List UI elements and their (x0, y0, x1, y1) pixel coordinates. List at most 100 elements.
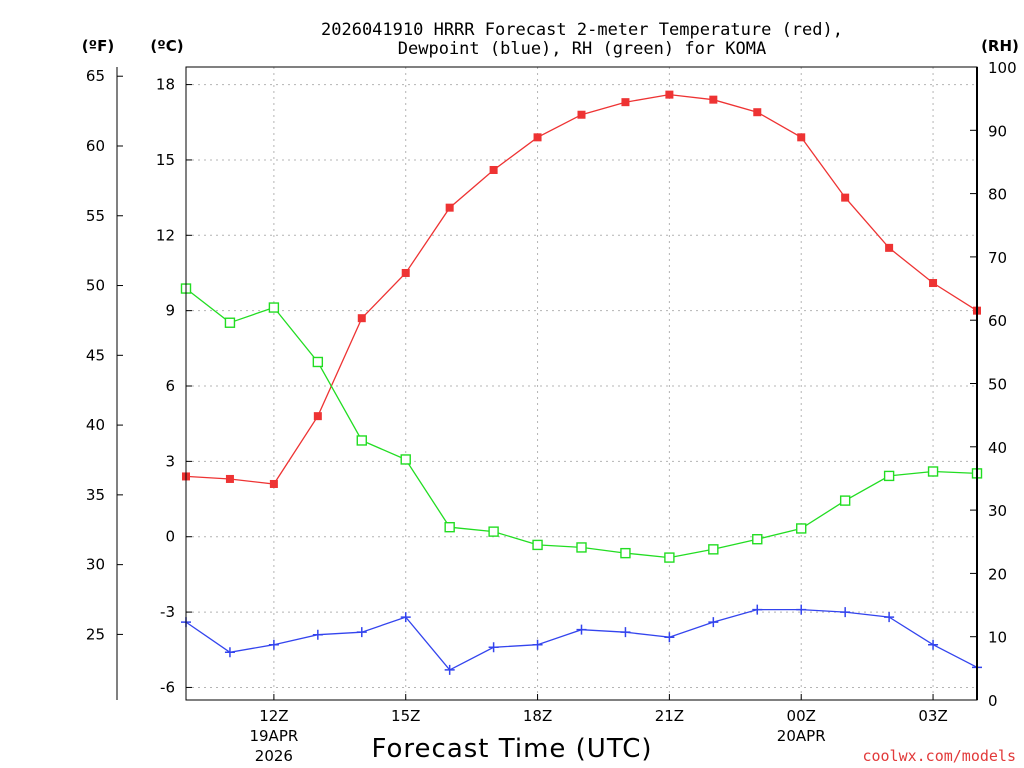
celsius-tick-label: 18 (156, 76, 175, 94)
rh-point (532, 539, 543, 551)
rh-tick-label: 10 (988, 629, 1007, 647)
celsius-tick-label: 9 (165, 302, 175, 320)
x-tick-label: 21Z (655, 707, 684, 725)
dewpoint-point (268, 639, 279, 650)
dewpoint-point (312, 629, 323, 640)
rh-point (268, 302, 280, 313)
dewpoint-point (400, 612, 411, 623)
rh-point (488, 526, 499, 537)
temperature-point (313, 412, 322, 421)
rh-point (620, 547, 631, 559)
dewpoint-point (928, 639, 939, 650)
temperature-point (841, 193, 850, 202)
rh-point (752, 534, 763, 545)
dewpoint-point (356, 627, 367, 638)
rh-tick-label: 0 (988, 692, 998, 710)
rh-tick-label: 30 (988, 502, 1007, 520)
rh-tick-label: 80 (988, 186, 1007, 204)
rh-point (708, 544, 719, 555)
temperature-point (577, 110, 586, 119)
fahrenheit-tick-label: 55 (86, 207, 105, 225)
rh-tick-label: 90 (988, 122, 1007, 140)
x-tick-year-label: 2026 (255, 747, 293, 765)
rh-tick-label: 20 (988, 565, 1007, 583)
fahrenheit-tick-label: 30 (86, 556, 105, 574)
temperature-point (753, 108, 762, 117)
temperature-point (533, 133, 542, 142)
x-tick-label: 18Z (523, 707, 552, 725)
temperature-point (885, 243, 894, 252)
dewpoint-point (488, 642, 499, 653)
x-tick-label: 03Z (918, 707, 947, 725)
fahrenheit-tick-label: 50 (86, 277, 105, 295)
rh-tick-label: 60 (988, 312, 1007, 330)
axis-layer: -6 -3 0 3 6 9 12 15 18 12Z 19APR 2026 15Z 18Z 21Z 00Z 20… (86, 59, 1017, 765)
rh-point (444, 521, 455, 533)
fahrenheit-tick-label: 35 (86, 486, 105, 504)
temperature-point (797, 133, 806, 142)
chart-title-line-1: 2026041910 HRRR Forecast 2-meter Tempera… (321, 20, 843, 40)
celsius-tick-label: -6 (160, 678, 175, 696)
dewpoint-point (532, 639, 543, 650)
rh-point (796, 523, 807, 534)
dewpoint-point (752, 604, 763, 615)
rh-point (664, 552, 675, 563)
dewpoint-point (840, 607, 851, 618)
dewpoint-point (884, 612, 895, 623)
celsius-tick-label: 15 (156, 151, 175, 169)
temperature-point (489, 165, 498, 174)
temperature-point (401, 268, 410, 277)
x-axis-title: Forecast Time (UTC) (371, 734, 652, 764)
fahrenheit-tick-label: 40 (86, 416, 105, 434)
rh-point (312, 356, 324, 368)
rh-point (576, 542, 587, 553)
x-tick-label: 00Z (787, 707, 816, 725)
dewpoint-point (576, 624, 587, 635)
celsius-unit-label: (ºC) (150, 37, 183, 55)
x-tick-date-label: 20APR (777, 727, 826, 745)
x-tick-date-label: 19APR (249, 727, 298, 745)
fahrenheit-tick-label: 45 (86, 346, 105, 364)
fahrenheit-tick-label: 65 (86, 67, 105, 85)
celsius-tick-label: 3 (165, 452, 175, 470)
fahrenheit-tick-label: 25 (86, 625, 105, 643)
credit-text: coolwx.com/models (862, 747, 1016, 765)
fahrenheit-tick-label: 60 (86, 137, 105, 155)
dewpoint-point (224, 647, 235, 658)
dewpoint-point (444, 664, 455, 675)
temperature-point (929, 279, 938, 288)
rh-point (224, 317, 236, 328)
rh-point (883, 470, 895, 482)
dewpoint-point (664, 632, 675, 643)
temperature-point (225, 474, 234, 483)
celsius-tick-label: 6 (165, 377, 175, 395)
fahrenheit-unit-label: (ºF) (82, 37, 114, 55)
rh-unit-label: (RH) (981, 37, 1019, 55)
temperature-point (709, 95, 718, 104)
x-tick-label: 12Z (259, 707, 288, 725)
celsius-tick-label: 0 (165, 528, 175, 546)
celsius-tick-label: -3 (160, 603, 175, 621)
dewpoint-point (708, 617, 719, 628)
rh-tick-label: 40 (988, 439, 1007, 457)
series-layer (180, 90, 983, 675)
temperature-point (665, 90, 674, 99)
rh-tick-label: 100 (988, 59, 1017, 77)
rh-point (839, 495, 851, 506)
celsius-tick-label: 12 (156, 226, 175, 244)
temperature-point (269, 479, 278, 488)
rh-point (356, 435, 367, 446)
temperature-point (621, 98, 630, 107)
temperature-point (445, 203, 454, 212)
dewpoint-point (796, 604, 807, 615)
temperature-point (357, 314, 366, 323)
rh-point (927, 466, 939, 477)
dewpoint-point (620, 627, 631, 638)
chart-title-line-2: Dewpoint (blue), RH (green) for KOMA (398, 39, 766, 59)
rh-point (400, 454, 411, 465)
x-tick-label: 15Z (391, 707, 420, 725)
rh-tick-label: 70 (988, 249, 1007, 267)
rh-tick-label: 50 (988, 376, 1007, 394)
